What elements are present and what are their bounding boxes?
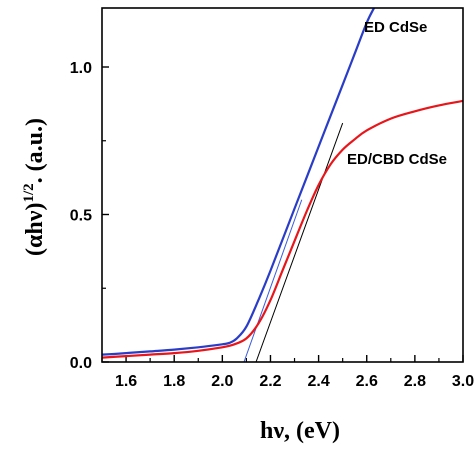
x-tick-label: 2.8 <box>404 373 426 390</box>
x-tick-label: 2.6 <box>356 373 378 390</box>
y-axis-title-main: (αhν) <box>22 203 48 256</box>
x-tick-label: 2.4 <box>307 373 329 390</box>
tangent-line-1 <box>243 199 303 362</box>
x-tick-label: 1.6 <box>115 373 137 390</box>
series-label-ed-cbd-cdse: ED/CBD CdSe <box>347 151 447 168</box>
y-axis-title-rest: . (a.u.) <box>22 118 48 183</box>
x-axis-title: hν, (eV) <box>260 418 340 444</box>
x-tick-label: 1.8 <box>163 373 185 390</box>
y-axis-title: (αhν)1/2. (a.u.) <box>21 118 48 256</box>
x-tick-label: 2.2 <box>259 373 281 390</box>
y-axis-title-superscript: 1/2 <box>21 183 37 202</box>
x-tick-label: 2.0 <box>211 373 233 390</box>
x-tick-label: 3.0 <box>452 373 474 390</box>
data-series <box>102 8 463 359</box>
y-tick-label: 0.5 <box>70 208 92 225</box>
y-tick-label: 0.0 <box>70 355 92 372</box>
tangent-fit-lines <box>243 122 344 362</box>
x-tick-labels: 1.6 1.8 2.0 2.2 2.4 2.6 2.8 3.0 <box>115 373 474 390</box>
axis-ticks <box>101 66 464 363</box>
plot-frame <box>101 7 464 363</box>
y-tick-labels: 0.0 0.5 1.0 <box>70 60 92 372</box>
series-line-ed-cbd-cdse <box>102 99 463 359</box>
series-line-ed-cdse <box>102 8 375 356</box>
tangent-line-2 <box>255 122 344 362</box>
y-tick-label: 1.0 <box>70 60 92 77</box>
series-label-ed-cdse: ED CdSe <box>364 19 427 36</box>
